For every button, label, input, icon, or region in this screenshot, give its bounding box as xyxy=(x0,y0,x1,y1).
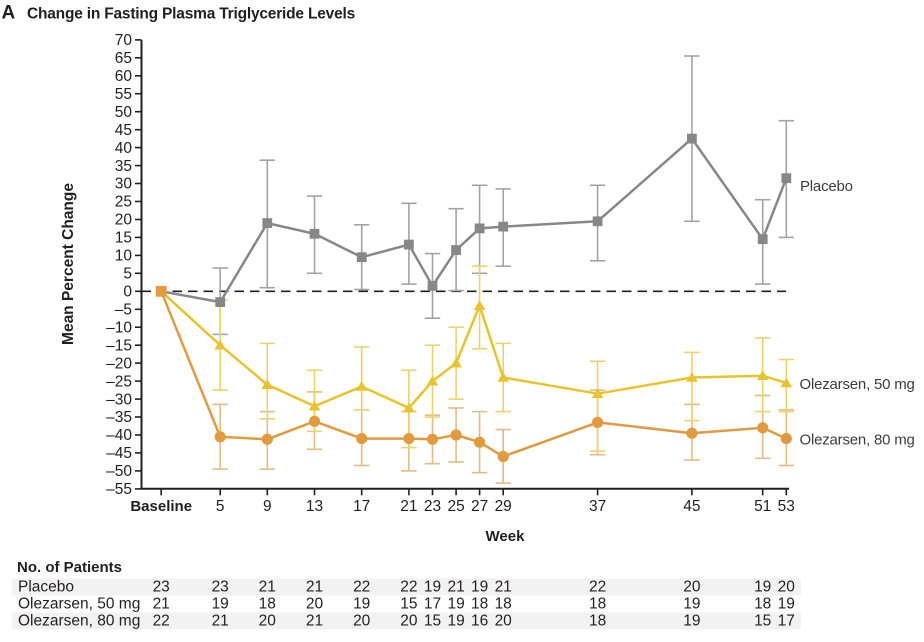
svg-text:Baseline: Baseline xyxy=(130,498,192,515)
svg-text:18: 18 xyxy=(259,595,276,612)
svg-text:–40: –40 xyxy=(106,427,132,444)
svg-text:20: 20 xyxy=(495,612,513,629)
svg-text:25: 25 xyxy=(447,498,464,515)
svg-text:21: 21 xyxy=(447,578,464,595)
svg-text:0: 0 xyxy=(123,284,132,301)
svg-text:55: 55 xyxy=(115,86,132,103)
svg-text:21: 21 xyxy=(153,595,170,612)
svg-text:13: 13 xyxy=(306,498,323,515)
svg-text:No. of Patients: No. of Patients xyxy=(17,559,122,576)
svg-text:19: 19 xyxy=(447,595,464,612)
svg-text:5: 5 xyxy=(123,266,132,283)
svg-text:19: 19 xyxy=(683,612,700,629)
svg-text:18: 18 xyxy=(495,595,512,612)
svg-text:20: 20 xyxy=(306,595,324,612)
svg-text:17: 17 xyxy=(778,612,795,629)
svg-text:20: 20 xyxy=(778,578,796,595)
svg-text:19: 19 xyxy=(447,612,464,629)
svg-text:19: 19 xyxy=(353,595,370,612)
svg-text:21: 21 xyxy=(259,578,276,595)
svg-text:20: 20 xyxy=(259,612,277,629)
svg-text:22: 22 xyxy=(589,578,606,595)
svg-text:25: 25 xyxy=(115,194,132,211)
svg-text:Placebo: Placebo xyxy=(18,578,74,595)
svg-text:19: 19 xyxy=(754,578,771,595)
svg-text:51: 51 xyxy=(754,498,771,515)
svg-text:Placebo: Placebo xyxy=(800,178,853,195)
svg-text:19: 19 xyxy=(778,595,795,612)
svg-text:19: 19 xyxy=(424,578,441,595)
svg-text:A: A xyxy=(2,3,16,24)
svg-text:35: 35 xyxy=(115,158,132,175)
svg-text:22: 22 xyxy=(400,578,417,595)
svg-text:21: 21 xyxy=(306,612,323,629)
svg-text:19: 19 xyxy=(683,595,700,612)
svg-text:22: 22 xyxy=(353,578,370,595)
svg-text:18: 18 xyxy=(471,595,488,612)
svg-text:15: 15 xyxy=(754,612,771,629)
svg-text:Week: Week xyxy=(486,528,526,545)
svg-text:20: 20 xyxy=(115,212,133,229)
svg-text:45: 45 xyxy=(683,498,700,515)
svg-text:–15: –15 xyxy=(106,337,132,354)
svg-text:5: 5 xyxy=(216,498,225,515)
svg-text:Change in Fasting Plasma Trigl: Change in Fasting Plasma Triglyceride Le… xyxy=(27,6,355,23)
svg-text:19: 19 xyxy=(471,578,488,595)
svg-text:17: 17 xyxy=(424,595,441,612)
svg-text:15: 15 xyxy=(115,230,132,247)
svg-text:53: 53 xyxy=(778,498,795,515)
svg-text:–5: –5 xyxy=(115,302,132,319)
svg-text:50: 50 xyxy=(115,104,133,121)
svg-text:19: 19 xyxy=(212,595,229,612)
svg-text:18: 18 xyxy=(754,595,771,612)
svg-text:60: 60 xyxy=(115,68,133,85)
svg-text:22: 22 xyxy=(153,612,170,629)
svg-text:–25: –25 xyxy=(106,373,132,390)
svg-text:–55: –55 xyxy=(106,481,132,498)
svg-text:–50: –50 xyxy=(106,463,132,480)
svg-text:20: 20 xyxy=(683,578,701,595)
svg-text:–35: –35 xyxy=(106,409,132,426)
svg-text:9: 9 xyxy=(263,498,272,515)
svg-text:–20: –20 xyxy=(106,355,132,372)
svg-text:Olezarsen, 50 mg: Olezarsen, 50 mg xyxy=(800,376,915,393)
svg-text:–45: –45 xyxy=(106,445,132,462)
svg-text:–10: –10 xyxy=(106,319,132,336)
svg-text:21: 21 xyxy=(495,578,512,595)
svg-text:Olezarsen, 80 mg: Olezarsen, 80 mg xyxy=(800,432,915,449)
svg-text:65: 65 xyxy=(115,50,132,67)
svg-text:29: 29 xyxy=(495,498,512,515)
svg-text:18: 18 xyxy=(589,595,606,612)
svg-text:20: 20 xyxy=(400,612,418,629)
svg-text:70: 70 xyxy=(115,32,133,49)
svg-text:37: 37 xyxy=(589,498,606,515)
svg-text:23: 23 xyxy=(212,578,229,595)
svg-text:21: 21 xyxy=(400,498,417,515)
svg-text:23: 23 xyxy=(153,578,170,595)
svg-text:–30: –30 xyxy=(106,391,132,408)
svg-text:21: 21 xyxy=(212,612,229,629)
svg-text:45: 45 xyxy=(115,122,132,139)
svg-text:18: 18 xyxy=(589,612,606,629)
svg-text:17: 17 xyxy=(353,498,370,515)
svg-text:20: 20 xyxy=(353,612,371,629)
svg-text:Olezarsen, 50 mg: Olezarsen, 50 mg xyxy=(18,595,140,612)
svg-text:15: 15 xyxy=(424,612,441,629)
svg-text:40: 40 xyxy=(115,140,133,157)
svg-text:27: 27 xyxy=(471,498,488,515)
svg-text:10: 10 xyxy=(115,248,133,265)
svg-text:Mean Percent Change: Mean Percent Change xyxy=(60,183,77,345)
svg-text:Olezarsen, 80 mg: Olezarsen, 80 mg xyxy=(18,612,140,629)
svg-text:21: 21 xyxy=(306,578,323,595)
svg-text:15: 15 xyxy=(400,595,417,612)
svg-text:30: 30 xyxy=(115,176,133,193)
svg-text:23: 23 xyxy=(424,498,441,515)
svg-text:16: 16 xyxy=(471,612,488,629)
